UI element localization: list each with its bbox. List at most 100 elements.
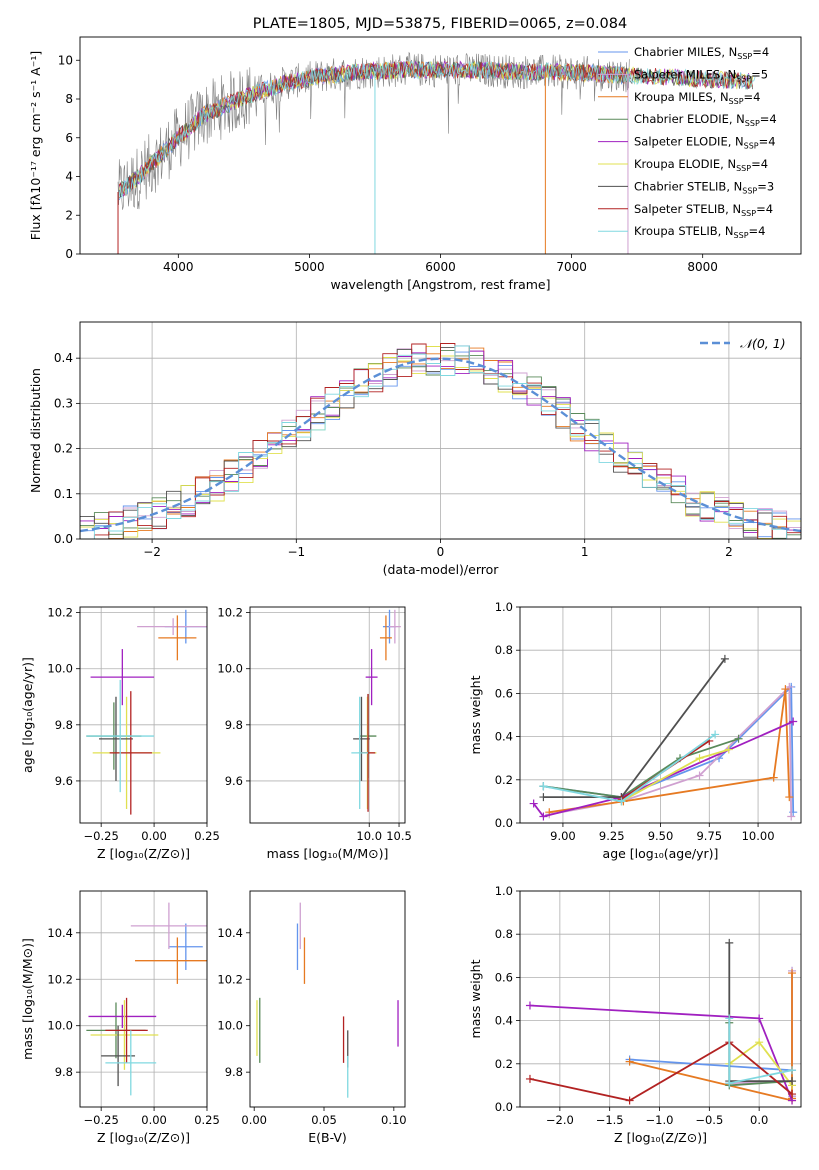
age-vs-metallicity-xtick-label: 0.25 — [194, 829, 220, 843]
age-vs-mass: 10.0 10.5 9.6 9.8 10.0 10.2 mass [log₁₀(M/M⊙)] — [217, 606, 411, 861]
legend-label-sub: SSP — [736, 74, 751, 83]
legend-label-text: Chabrier STELIB, N — [634, 179, 742, 193]
residual-histogram-xlabel: (data-model)/error — [383, 562, 500, 577]
massweight-vs-age-xlabel: age [log₁₀(age/yr)] — [603, 846, 719, 861]
massweight-vs-age-ytick-label: 0.2 — [495, 773, 513, 787]
mass-vs-metallicity-ylabel: mass [log₁₀(M/M⊙)] — [20, 938, 35, 1060]
residual-histogram-ytick-label: 0.0 — [54, 532, 73, 546]
massweight-vs-age-series-4 — [543, 737, 739, 799]
spectrum-panel-xtick-label: 8000 — [687, 260, 718, 274]
residual-histogram-xtick-label: 2 — [725, 545, 733, 559]
legend-label-sub: SSP — [729, 97, 744, 106]
residual-histogram-ylabel: Normed distribution — [28, 368, 43, 493]
spectrum-panel-ytick-label: 10 — [58, 53, 73, 67]
massweight-vs-metallicity-ytick-label: 0.4 — [495, 1014, 513, 1028]
massweight-vs-metallicity-marker — [788, 1090, 797, 1099]
mass-vs-ebv-plot-area — [256, 902, 399, 1098]
age-vs-metallicity-plot-area — [86, 609, 207, 815]
mass-vs-metallicity-xtick-label: 0.25 — [194, 1113, 220, 1127]
massweight-vs-metallicity-ytick-label: 0.8 — [495, 927, 513, 941]
age-vs-mass-ytick-label: 9.6 — [225, 774, 243, 788]
age-vs-metallicity-frame — [79, 606, 208, 824]
residual-histogram-ytick-label: 0.2 — [54, 442, 73, 456]
massweight-vs-metallicity-ytick-label: 1.0 — [495, 884, 513, 898]
massweight-vs-age-ytick-label: 1.0 — [495, 600, 513, 614]
residual-histogram-series-8 — [80, 343, 801, 539]
massweight-vs-metallicity-marker — [725, 938, 734, 947]
massweight-vs-metallicity-ytick-label: 0.2 — [495, 1057, 513, 1071]
legend-label-text: Salpeter MILES, N — [634, 67, 736, 81]
legend-label-tail: =4 — [760, 112, 777, 126]
massweight-vs-age-marker — [539, 793, 548, 802]
legend-label-7: Chabrier STELIB, NSSP=3 — [634, 179, 774, 195]
massweight-vs-metallicity: −2.0 −1.5 −1.0 −0.5 0.0 0.0 0.2 0.4 0.6 0.8 1.0 Z [… — [468, 884, 802, 1145]
age-vs-metallicity-xlabel: Z [log₁₀(Z/Z⊙)] — [97, 846, 190, 861]
massweight-vs-age-marker — [720, 654, 729, 663]
mass-vs-metallicity-ytick-label: 9.8 — [55, 1065, 73, 1079]
residual-histogram-ytick-label: 0.3 — [54, 396, 73, 410]
mass-vs-ebv-xlabel: E(B-V) — [308, 1130, 347, 1145]
massweight-vs-metallicity-xtick-label: −0.5 — [695, 1113, 723, 1127]
age-vs-metallicity-ytick-label: 10.2 — [47, 606, 73, 620]
massweight-vs-metallicity-series-5 — [529, 1004, 793, 1101]
massweight-vs-age-marker — [734, 734, 743, 743]
massweight-vs-age-marker — [539, 812, 548, 821]
spectrum-panel-ytick-label: 2 — [65, 208, 73, 222]
age-vs-mass-plot-area — [351, 609, 401, 812]
residual-histogram-plot-area — [80, 343, 801, 539]
spectrum-panel-xtick-label: 5000 — [294, 260, 325, 274]
massweight-vs-age-marker — [789, 717, 798, 726]
massweight-vs-metallicity-ytick-label: 0.0 — [495, 1100, 513, 1114]
legend-label-sub: SSP — [734, 231, 749, 240]
legend-label-text: Kroupa ELODIE, N — [634, 157, 736, 171]
age-vs-metallicity-ytick-label: 10.0 — [47, 662, 73, 676]
mass-vs-ebv-ytick-label: 10.4 — [217, 926, 243, 940]
age-vs-mass-xlabel: mass [log₁₀(M/M⊙)] — [267, 846, 389, 861]
massweight-vs-metallicity-marker — [788, 1077, 797, 1086]
massweight-vs-age-xtick-label: 9.25 — [599, 829, 625, 843]
massweight-vs-metallicity-xtick-label: 0.0 — [750, 1113, 768, 1127]
mass-vs-metallicity-frame — [79, 890, 208, 1108]
massweight-vs-age-ytick-label: 0.8 — [495, 643, 513, 657]
massweight-vs-metallicity-marker — [625, 1096, 634, 1105]
massweight-vs-metallicity-xtick-label: −1.0 — [646, 1113, 674, 1127]
massweight-vs-age-xtick-label: 9.00 — [550, 829, 576, 843]
figure-title: PLATE=1805, MJD=53875, FIBERID=0065, z=0… — [253, 16, 627, 32]
massweight-vs-metallicity-frame — [519, 890, 802, 1108]
massweight-vs-age-ytick-label: 0.6 — [495, 686, 513, 700]
legend-label-text: Chabrier MILES, N — [634, 45, 737, 59]
spectrum-panel-xtick-label: 6000 — [425, 260, 456, 274]
legend-label-tail: =4 — [749, 224, 766, 238]
age-vs-mass-ytick-label: 10.2 — [217, 606, 243, 620]
spectrum-panel: 4000 5000 6000 7000 8000 0 2 4 6 8 10 wavelength [A… — [28, 36, 802, 292]
residual-histogram: −2 −1 0 1 2 0.0 0.1 0.2 0.3 0.4 (data-model)/error… — [28, 321, 802, 577]
mass-vs-metallicity-xlabel: Z [log₁₀(Z/Z⊙)] — [97, 1130, 190, 1145]
legend-label-text: Chabrier ELODIE, N — [634, 112, 745, 126]
model-spectrum-9 — [118, 60, 756, 199]
mass-vs-ebv-frame — [249, 890, 406, 1108]
massweight-vs-age: 9.00 9.25 9.50 9.75 10.00 0.0 0.2 0.4 0.6 0.8 1.0 a… — [468, 600, 802, 861]
massweight-vs-age-ylabel: mass weight — [468, 675, 483, 754]
massweight-vs-age-series-5 — [532, 720, 794, 818]
mass-vs-ebv-ytick-label: 10.0 — [217, 1019, 243, 1033]
age-vs-mass-frame — [249, 606, 406, 824]
massweight-vs-metallicity-marker — [725, 1014, 734, 1023]
massweight-vs-metallicity-marker — [525, 1001, 534, 1010]
residual-histogram-ytick-label: 0.4 — [54, 351, 73, 365]
mass-vs-metallicity-xtick-label: 0.00 — [141, 1113, 167, 1127]
mass-vs-ebv: 0.00 0.05 0.10 9.8 10.0 10.2 10.4 E(B-V) — [217, 890, 407, 1145]
mass-vs-metallicity-plot-area — [86, 902, 207, 1096]
legend-label-tail: =4 — [759, 135, 776, 149]
massweight-vs-metallicity-xtick-label: −1.5 — [596, 1113, 624, 1127]
legend-label-3: Kroupa MILES, NSSP=4 — [634, 90, 760, 106]
spectrum-panel-xtick-label: 7000 — [556, 260, 587, 274]
massweight-vs-metallicity-xtick-label: −2.0 — [546, 1113, 574, 1127]
mass-vs-metallicity-ytick-label: 10.0 — [47, 1019, 73, 1033]
legend-label-tail: =4 — [752, 45, 769, 59]
massweight-vs-metallicity-series-7 — [728, 942, 792, 1082]
massweight-vs-age-marker — [711, 730, 720, 739]
residual-histogram-ytick-label: 0.1 — [54, 487, 73, 501]
legend-label-tail: =5 — [751, 67, 768, 81]
spectrum-panel-ytick-label: 6 — [65, 131, 73, 145]
